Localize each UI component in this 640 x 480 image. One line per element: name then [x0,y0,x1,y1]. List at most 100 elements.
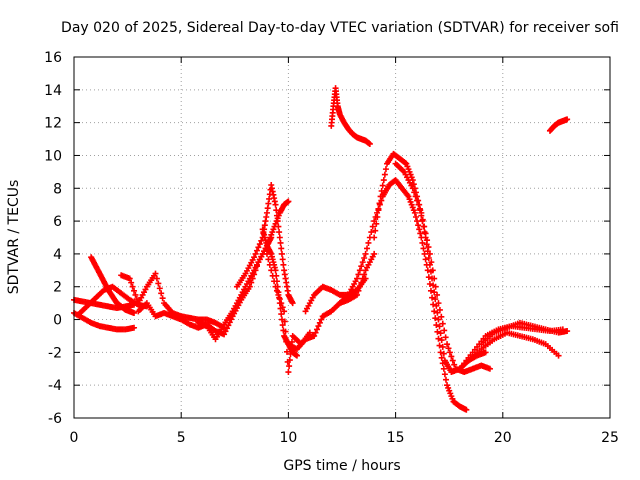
data-point [311,332,318,339]
data-point [438,313,445,320]
data-point [555,352,562,359]
data-point [131,287,138,294]
series-sat-track-t [546,116,571,134]
data-point [421,223,428,230]
data-point [275,223,282,230]
data-point [155,280,162,287]
data-point [417,230,424,237]
data-point [364,245,371,252]
data-point [380,177,387,184]
data-point [433,322,440,329]
data-point [434,291,441,298]
data-point [412,193,419,200]
data-point [369,223,376,230]
data-point [366,140,373,147]
data-point [251,254,258,261]
data-point [222,328,229,335]
data-point [273,287,280,294]
data-point [436,306,443,313]
data-point [225,322,232,329]
data-point [438,337,445,344]
data-point [445,345,452,352]
data-point [358,263,365,270]
data-point [418,209,425,216]
data-point [312,329,319,336]
series-sat-track-r [465,329,562,364]
data-point [439,320,446,327]
data-point [446,349,453,356]
grid-layer [74,57,610,418]
data-point [276,296,283,303]
x-tick-label: 20 [494,430,512,446]
data-point [276,229,283,236]
data-point [430,301,437,308]
series-sat-track-s [478,319,571,348]
data-point [482,349,489,356]
data-point [421,250,428,257]
data-point [287,351,294,358]
data-point [425,255,432,262]
data-point [128,279,135,286]
data-point [285,198,292,205]
data-point [442,334,449,341]
data-point [419,216,426,223]
data-point [286,357,293,364]
data-point [279,322,286,329]
data-point [416,226,423,233]
x-tick-label: 25 [601,430,619,446]
y-tick-label: -6 [48,411,62,427]
y-tick-label: 12 [44,116,62,132]
x-tick-label: 0 [70,430,79,446]
data-point [371,234,378,241]
x-tick-label: 5 [177,430,186,446]
data-point [463,406,470,413]
data-point [156,285,163,292]
data-point [356,267,363,274]
data-point [379,182,386,189]
data-point [441,371,448,378]
data-point [422,256,429,263]
data-point [361,271,368,278]
data-point [435,300,442,307]
data-point [153,275,160,282]
data-point [269,272,276,279]
data-point [282,328,289,335]
data-point [265,256,272,263]
x-tick-label: 15 [387,430,405,446]
data-point [293,352,300,359]
data-point [426,250,433,257]
data-point [318,316,325,323]
data-point [276,234,283,241]
data-point [432,315,439,322]
data-point [429,294,436,301]
data-point [354,275,361,282]
data-point [439,343,446,350]
data-point [374,213,381,220]
y-tick-label: 6 [53,214,62,230]
data-point [281,308,288,315]
data-point [278,250,285,257]
data-point [273,207,280,214]
data-point [255,244,262,251]
series-sat-track-l [302,275,369,315]
data-point [132,291,139,298]
series-sat-track-p [392,160,493,376]
data-point [221,331,228,338]
data-point [131,309,138,316]
data-point [272,283,279,290]
data-point [266,261,273,268]
series-sat-track-n [336,177,470,413]
data-point [402,159,409,166]
data-point [271,278,278,285]
y-tick-label: -4 [48,378,62,394]
data-point [415,201,422,208]
data-point [272,201,279,208]
data-point [432,296,439,303]
data-point [372,227,379,234]
data-point [451,361,458,368]
data-point [359,259,366,266]
data-point [425,244,432,251]
data-point [273,212,280,219]
data-point [223,325,230,332]
data-point [437,349,444,356]
